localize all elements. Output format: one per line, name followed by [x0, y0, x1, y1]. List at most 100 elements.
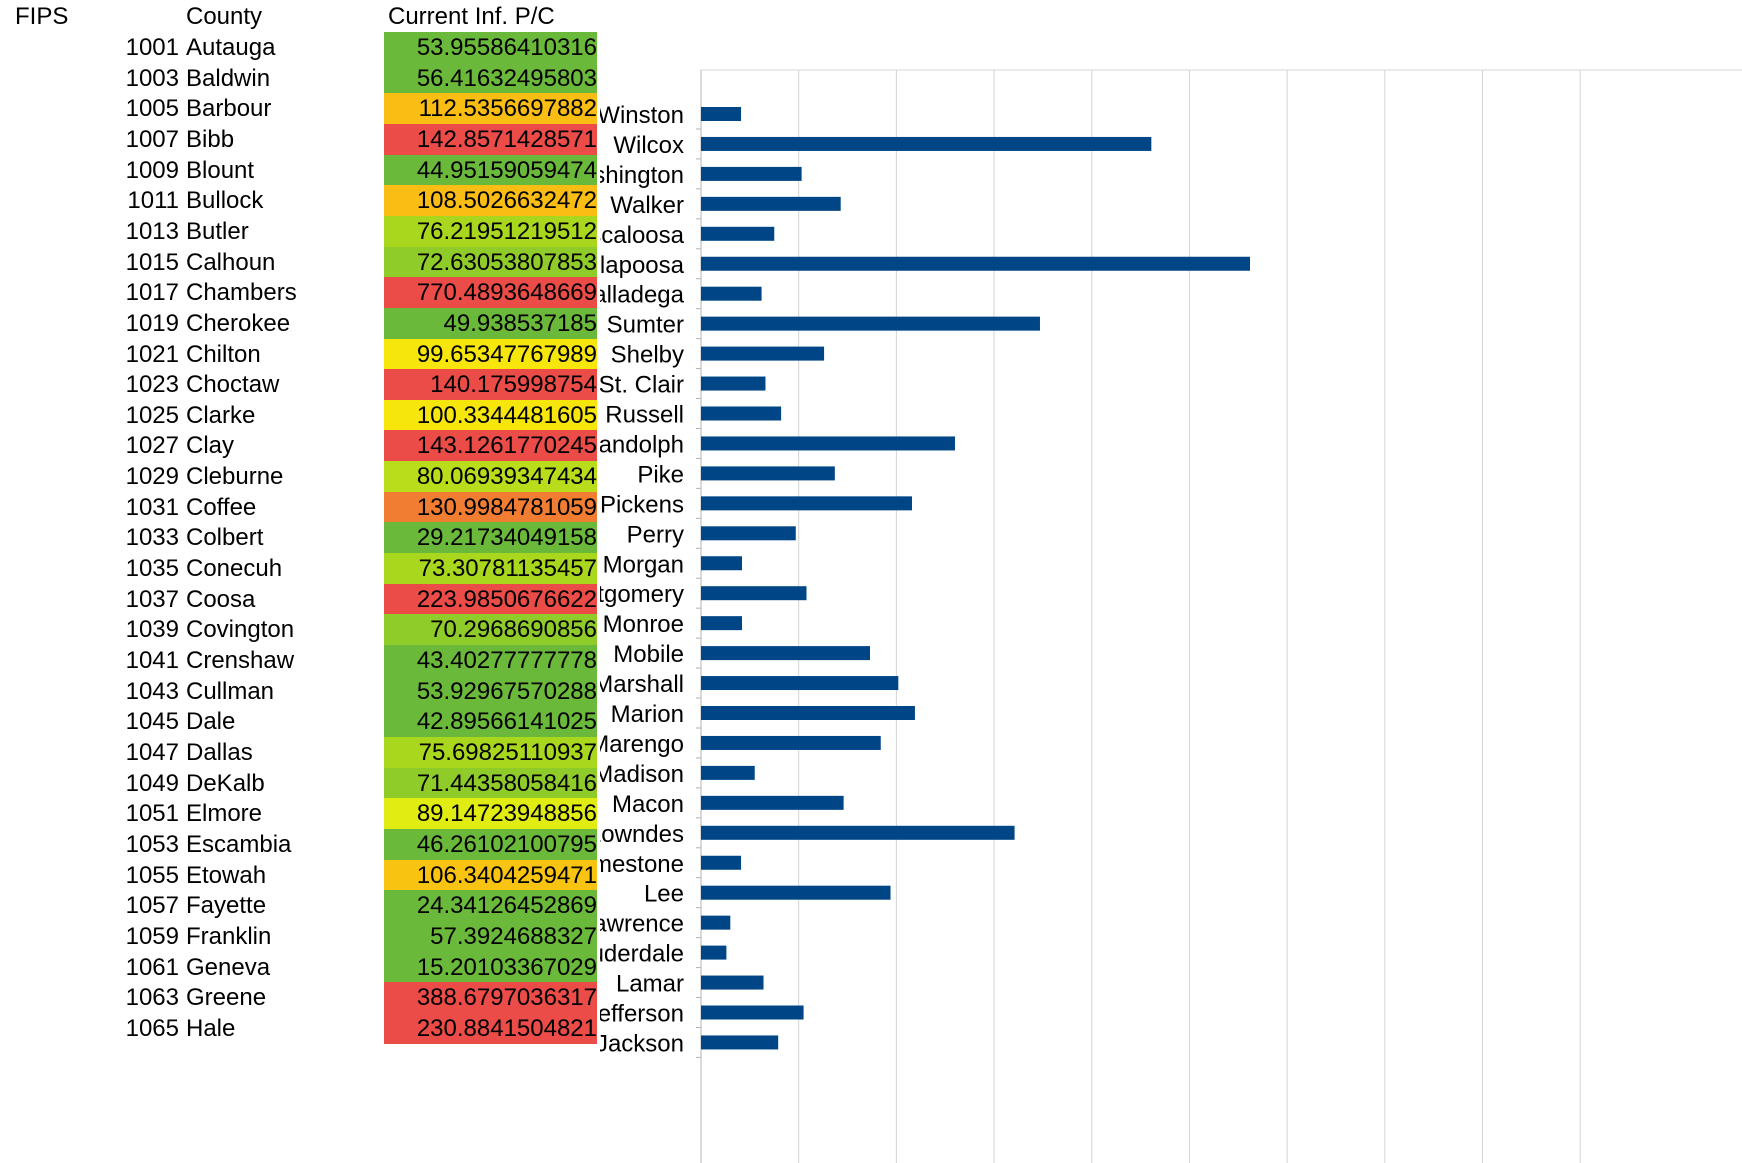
chart-bar[interactable] [701, 256, 1250, 271]
cell-current-inf[interactable]: 43.40277777778 [384, 645, 597, 676]
cell-current-inf[interactable]: 108.5026632472 [384, 185, 597, 217]
chart-bar[interactable] [701, 196, 841, 211]
cell-county[interactable]: Greene [186, 984, 267, 1012]
cell-fips[interactable]: 1007 [125, 125, 179, 153]
cell-current-inf[interactable]: 42.89566141025 [384, 706, 597, 738]
chart-bar[interactable] [701, 915, 731, 930]
header-fips[interactable]: FIPS [15, 3, 69, 30]
cell-fips[interactable]: 1031 [125, 493, 179, 521]
cell-county[interactable]: Cleburne [186, 463, 284, 491]
cell-county[interactable]: Clarke [186, 401, 256, 429]
cell-fips[interactable]: 1045 [125, 708, 179, 736]
cell-current-inf[interactable]: 770.4893648669 [384, 277, 597, 309]
cell-county[interactable]: Choctaw [186, 371, 280, 399]
cell-current-inf[interactable]: 142.8571428571 [384, 123, 597, 155]
chart-bar[interactable] [701, 616, 743, 631]
cell-fips[interactable]: 1019 [125, 309, 179, 337]
cell-county[interactable]: Covington [186, 616, 295, 644]
chart-bar[interactable] [701, 1005, 804, 1020]
cell-fips[interactable]: 1013 [125, 217, 179, 245]
cell-county[interactable]: Elmore [186, 800, 263, 828]
cell-fips[interactable]: 1005 [125, 95, 179, 123]
cell-current-inf[interactable]: 29.21734049158 [384, 522, 597, 554]
cell-county[interactable]: Chambers [186, 279, 297, 307]
chart-bar[interactable] [701, 945, 727, 960]
cell-county[interactable]: Cullman [186, 677, 275, 705]
cell-fips[interactable]: 1055 [125, 861, 179, 889]
cell-current-inf[interactable]: 143.1261770245 [384, 430, 597, 462]
chart-bar[interactable] [701, 376, 766, 391]
chart-bar[interactable] [701, 316, 1040, 331]
cell-county[interactable]: Autauga [186, 34, 276, 61]
cell-fips[interactable]: 1015 [125, 248, 179, 276]
cell-fips[interactable]: 1033 [125, 524, 179, 552]
bar-chart[interactable]: Winston Wilcox Washington Walker Tuscaloosa T… [600, 60, 1742, 1163]
cell-current-inf[interactable]: 70.2968690856 [384, 614, 597, 646]
cell-county[interactable]: Geneva [186, 953, 271, 981]
cell-fips[interactable]: 1057 [125, 892, 179, 920]
cell-fips[interactable]: 1039 [125, 616, 179, 644]
cell-fips[interactable]: 1001 [125, 34, 179, 61]
cell-county[interactable]: DeKalb [186, 769, 265, 797]
chart-bar[interactable] [701, 765, 755, 780]
cell-fips[interactable]: 1021 [125, 340, 179, 368]
chart-bar[interactable] [701, 406, 782, 421]
cell-county[interactable]: Etowah [186, 861, 267, 889]
cell-current-inf[interactable]: 223.9850676622 [384, 583, 597, 615]
chart-bar[interactable] [701, 286, 762, 301]
cell-fips[interactable]: 1009 [125, 156, 179, 184]
chart-bar[interactable] [701, 586, 807, 601]
cell-current-inf[interactable]: 80.06939347434 [384, 461, 597, 493]
cell-current-inf[interactable]: 49.938537185 [384, 307, 597, 339]
chart-bar[interactable] [701, 735, 881, 750]
header-county[interactable]: County [186, 3, 263, 30]
cell-fips[interactable]: 1061 [125, 953, 179, 981]
cell-fips[interactable]: 1043 [125, 677, 179, 705]
chart-bar[interactable] [701, 646, 870, 661]
cell-fips[interactable]: 1063 [125, 984, 179, 1012]
cell-county[interactable]: Escambia [186, 830, 292, 858]
chart-bar[interactable] [701, 706, 915, 720]
cell-county[interactable]: Cherokee [186, 309, 291, 337]
cell-county[interactable]: Fayette [186, 892, 267, 920]
chart-bar[interactable] [701, 496, 913, 511]
cell-current-inf[interactable]: 44.95159059474 [384, 154, 597, 186]
cell-current-inf[interactable]: 140.175998754 [384, 369, 597, 401]
cell-county[interactable]: Franklin [186, 922, 272, 950]
cell-fips[interactable]: 1003 [125, 64, 179, 92]
cell-county[interactable]: Dallas [186, 738, 253, 766]
chart-bar[interactable] [701, 795, 844, 810]
cell-current-inf[interactable]: 53.92967570288 [384, 675, 597, 707]
cell-county[interactable]: Butler [186, 217, 249, 245]
cell-fips[interactable]: 1029 [125, 463, 179, 491]
cell-current-inf[interactable]: 53.95586410316 [384, 32, 597, 63]
cell-current-inf[interactable]: 73.30781135457 [384, 553, 597, 585]
cell-current-inf[interactable]: 99.65347767989 [384, 338, 597, 370]
cell-county[interactable]: Conecuh [186, 555, 283, 583]
chart-bar[interactable] [701, 855, 742, 870]
chart-bar[interactable] [701, 436, 955, 451]
cell-county[interactable]: Calhoun [186, 248, 276, 276]
cell-county[interactable]: Chilton [186, 340, 261, 368]
cell-current-inf[interactable]: 46.26102100795 [384, 828, 597, 860]
chart-bar[interactable] [701, 107, 742, 121]
cell-fips[interactable]: 1027 [125, 432, 179, 460]
cell-county[interactable]: Blount [186, 156, 255, 184]
cell-county[interactable]: Coffee [186, 493, 257, 521]
cell-county[interactable]: Crenshaw [186, 647, 295, 674]
cell-current-inf[interactable]: 388.6797036317 [384, 982, 597, 1014]
cell-fips[interactable]: 1011 [127, 187, 179, 215]
cell-county[interactable]: Coosa [186, 585, 256, 613]
cell-current-inf[interactable]: 76.21951219512 [384, 215, 597, 247]
cell-current-inf[interactable]: 230.8841504821 [384, 1012, 597, 1044]
cell-county[interactable]: Baldwin [186, 64, 271, 92]
cell-county[interactable]: Dale [186, 708, 236, 736]
cell-fips[interactable]: 1065 [125, 1014, 179, 1042]
cell-fips[interactable]: 1023 [125, 371, 179, 399]
cell-fips[interactable]: 1025 [125, 401, 179, 429]
cell-fips[interactable]: 1047 [125, 738, 179, 766]
cell-fips[interactable]: 1053 [125, 830, 179, 858]
cell-current-inf[interactable]: 100.3344481605 [384, 399, 597, 431]
chart-bar[interactable] [701, 346, 825, 361]
cell-fips[interactable]: 1037 [125, 585, 179, 613]
